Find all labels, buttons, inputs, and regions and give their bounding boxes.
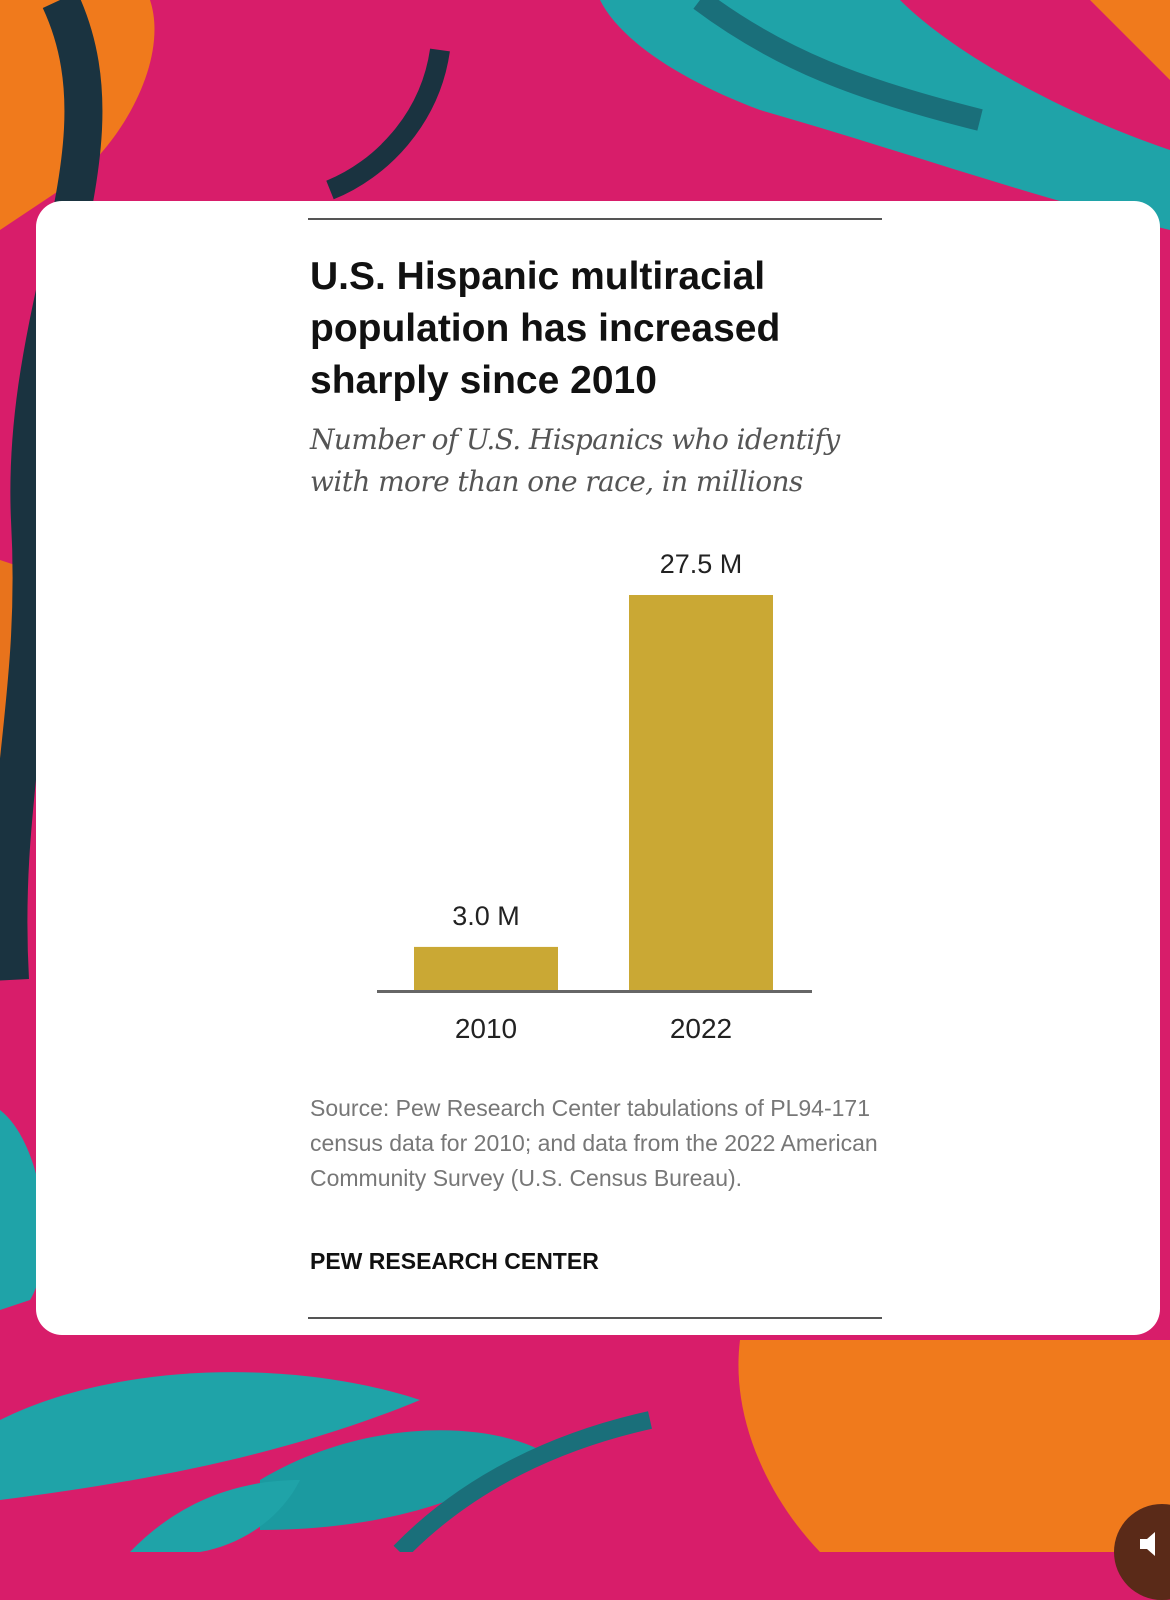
brand-label: PEW RESEARCH CENTER <box>310 1248 599 1274</box>
x-tick-label-2010: 2010 <box>455 1013 517 1044</box>
chart-title: U.S. Hispanic multiracial population has… <box>310 255 781 402</box>
chart-card: U.S. Hispanic multiracial population has… <box>36 201 1160 1335</box>
bar-chart: 3.0 M 2010 27.5 M 2022 <box>377 549 812 1044</box>
speaker-icon <box>1140 1532 1155 1556</box>
data-label-2010: 3.0 M <box>452 901 520 931</box>
x-tick-label-2022: 2022 <box>670 1013 732 1044</box>
bar-2010 <box>414 946 558 990</box>
chart-subtitle: Number of U.S. Hispanics who identify wi… <box>310 423 840 498</box>
top-rule <box>308 218 882 220</box>
source-note: Source: Pew Research Center tabulations … <box>310 1095 878 1191</box>
bar-2022 <box>629 595 773 990</box>
data-label-2022: 27.5 M <box>660 549 743 579</box>
bottom-rule <box>308 1317 882 1319</box>
